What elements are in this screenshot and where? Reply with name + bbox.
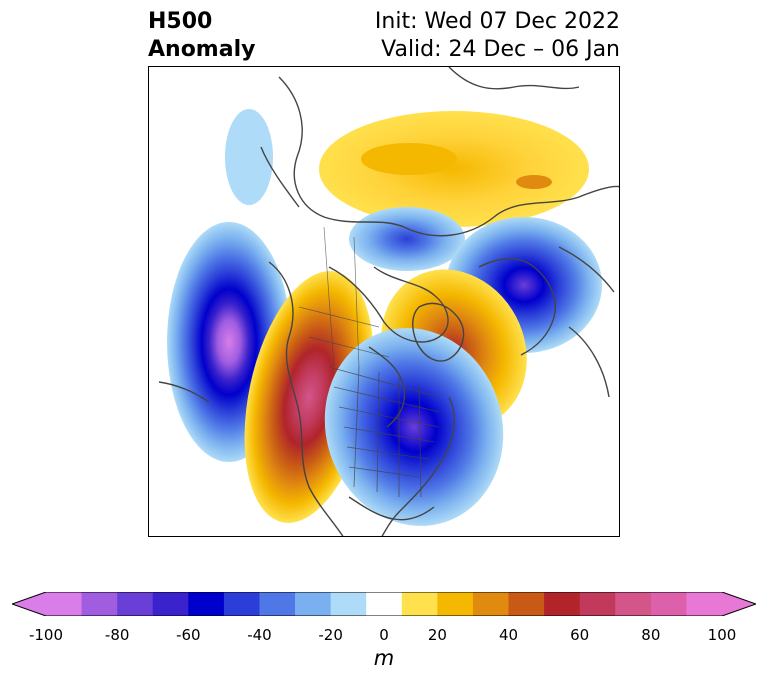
colorbar-cell: [650, 592, 687, 616]
colorbar-cell: [401, 592, 438, 616]
colorbar-units: m: [373, 646, 395, 670]
anomaly-nw-pacific-weak-low: [225, 109, 273, 205]
valid-period: Valid: 24 Dec – 06 Jan: [381, 37, 620, 62]
colorbar-cell: [81, 592, 118, 616]
colorbar-tick-label: -60: [176, 626, 201, 644]
colorbar-cell: [437, 592, 474, 616]
colorbar-cell: [508, 592, 545, 616]
colorbar-cell: [472, 592, 510, 616]
colorbar-cell: [46, 592, 83, 616]
colorbar-cell: [366, 592, 403, 616]
title-field: Anomaly: [148, 37, 256, 62]
colorbar-tick-label: 60: [570, 626, 590, 644]
title-block-right: Init: Wed 07 Dec 2022 Valid: 24 Dec – 06…: [375, 8, 620, 64]
colorbar-cell: [615, 592, 652, 616]
anomaly-map: [148, 66, 620, 537]
state-borders: [328, 366, 440, 498]
colorbar-cell: [188, 592, 225, 616]
anomaly-fields: [167, 109, 602, 526]
colorbar-tick-label: 40: [498, 626, 519, 644]
colorbar-extend-high: [722, 592, 756, 616]
colorbar-cell: [330, 592, 367, 616]
colorbar-tick-label: 80: [641, 626, 661, 644]
colorbar-cells: [46, 592, 723, 616]
colorbar-tick-label: 20: [427, 626, 447, 644]
colorbar-cell: [686, 592, 723, 616]
title-block-left: H500 Anomaly: [148, 8, 255, 64]
colorbar-tick-label: 0: [379, 626, 389, 644]
anomaly-siberia-high-core: [361, 143, 457, 175]
coastlines-and-borders: [158, 67, 619, 536]
anomaly-eastern-na-low: [324, 328, 504, 526]
colorbar-cell: [544, 592, 581, 616]
colorbar-cell: [117, 592, 154, 616]
colorbar-cell: [223, 592, 260, 616]
colorbar-tick-label: -40: [247, 626, 272, 644]
colorbar: [12, 592, 756, 616]
colorbar-tick-label: -20: [318, 626, 343, 644]
anomaly-arctic-low: [349, 207, 465, 271]
colorbar-tick-label: 100: [707, 626, 737, 644]
init-date: Init: Wed 07 Dec 2022: [374, 9, 620, 34]
colorbar-cell: [152, 592, 189, 616]
colorbar-cell: [295, 592, 332, 616]
title-variable: H500: [148, 9, 213, 34]
colorbar-cell: [579, 592, 616, 616]
colorbar-tick-label: -100: [28, 626, 64, 644]
colorbar-cell: [259, 592, 296, 616]
anomaly-siberia-high: [319, 111, 589, 227]
colorbar-extend-low: [12, 592, 46, 616]
colorbar-tick-label: -80: [104, 626, 130, 644]
map-svg: [158, 67, 619, 536]
anomaly-siberia-high-core-2: [516, 175, 552, 189]
province-borders: [298, 226, 390, 368]
